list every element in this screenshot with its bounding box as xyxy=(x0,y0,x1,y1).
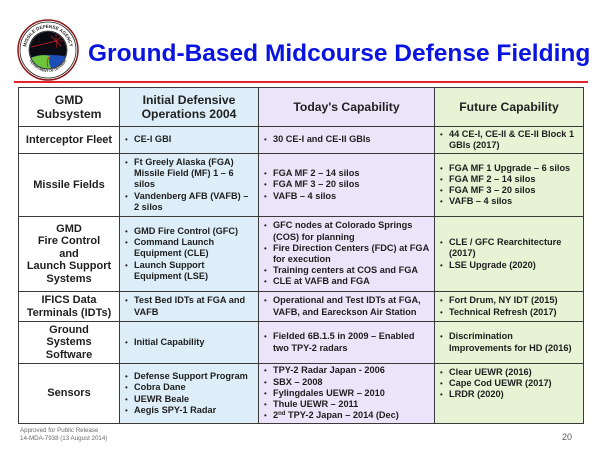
column-header-initial: Initial Defensive Operations 2004 xyxy=(119,87,259,127)
initial-cell: Test Bed IDTs at FGA and VAFB xyxy=(119,291,259,322)
missile-defense-agency-seal-icon: MISSILE DEFENSE AGENCY DEPARTMENT OF DEF… xyxy=(17,19,79,81)
future-cell: FGA MF 1 Upgrade – 6 silos FGA MF 2 – 14… xyxy=(434,153,584,217)
list-item: Discrimination Improvements for HD (2016… xyxy=(440,331,578,353)
list-item: Test Bed IDTs at FGA and VAFB xyxy=(125,295,253,317)
table-row: Interceptor Fleet CE-I GBI 30 CE-I and C… xyxy=(18,126,584,154)
list-item: Cape Cod UEWR (2017) xyxy=(440,378,578,389)
list-item: Fielded 6B.1.5 in 2009 – Enabled two TPY… xyxy=(264,331,429,353)
list-item: Fort Drum, NY IDT (2015) xyxy=(440,295,578,306)
future-cell: Fort Drum, NY IDT (2015) Technical Refre… xyxy=(434,291,584,322)
list-item: Aegis SPY-1 Radar xyxy=(125,405,253,416)
today-cell: Operational and Test IDTs at FGA, VAFB, … xyxy=(258,291,435,322)
gmd-fielding-table: GMD Subsystem Initial Defensive Operatio… xyxy=(18,87,584,424)
release-statement: Approved for Public Release 14-MDA-7938 … xyxy=(20,427,108,442)
future-cell: 44 CE-I, CE-II & CE-II Block 1 GBIs (201… xyxy=(434,126,584,154)
list-item: Ft Greely Alaska (FGA) Missile Field (MF… xyxy=(125,157,253,191)
list-item: CLE at VAFB and FGA xyxy=(264,276,429,287)
list-item: Fylingdales UEWR – 2010 xyxy=(264,388,429,399)
today-cell: TPY-2 Radar Japan - 2006 SBX – 2008 Fyli… xyxy=(258,363,435,424)
list-item: Vandenberg AFB (VAFB) – 2 silos xyxy=(125,191,253,213)
today-cell: FGA MF 2 – 14 silos FGA MF 3 – 20 silos … xyxy=(258,153,435,217)
subsystem-cell: Sensors xyxy=(18,363,120,424)
list-item: Technical Refresh (2017) xyxy=(440,307,578,318)
subsystem-cell: Ground Systems Software xyxy=(18,321,120,364)
subsystem-cell: GMD Fire Control and Launch Support Syst… xyxy=(18,216,120,292)
list-item: 2nd TPY-2 Japan – 2014 (Dec) xyxy=(264,410,429,421)
initial-cell: Ft Greely Alaska (FGA) Missile Field (MF… xyxy=(119,153,259,217)
future-cell: Clear UEWR (2016) Cape Cod UEWR (2017) L… xyxy=(434,363,584,424)
list-item: Command Launch Equipment (CLE) xyxy=(125,237,253,259)
initial-cell: CE-I GBI xyxy=(119,126,259,154)
list-item: FGA MF 3 – 20 silos xyxy=(440,185,578,196)
list-item: Defense Support Program xyxy=(125,371,253,382)
list-item: FGA MF 1 Upgrade – 6 silos xyxy=(440,163,578,174)
table-row: Missile Fields Ft Greely Alaska (FGA) Mi… xyxy=(18,153,584,217)
list-item: FGA MF 2 – 14 silos xyxy=(264,168,429,179)
list-item: VAFB – 4 silos xyxy=(264,191,429,202)
today-cell: Fielded 6B.1.5 in 2009 – Enabled two TPY… xyxy=(258,321,435,364)
list-item: LSE Upgrade (2020) xyxy=(440,260,578,271)
initial-cell: Initial Capability xyxy=(119,321,259,364)
list-item: CE-I GBI xyxy=(125,134,253,145)
list-item: Launch Support Equipment (LSE) xyxy=(125,260,253,282)
page-number: 20 xyxy=(562,432,573,442)
list-item: 30 CE-I and CE-II GBIs xyxy=(264,134,429,145)
list-item: UEWR Beale xyxy=(125,394,253,405)
list-item: Initial Capability xyxy=(125,337,253,348)
initial-cell: GMD Fire Control (GFC) Command Launch Eq… xyxy=(119,216,259,292)
table-header-row: GMD Subsystem Initial Defensive Operatio… xyxy=(18,87,584,127)
future-cell: Discrimination Improvements for HD (2016… xyxy=(434,321,584,364)
list-item: CLE / GFC Rearchitecture (2017) xyxy=(440,237,578,259)
list-item: 44 CE-I, CE-II & CE-II Block 1 GBIs (201… xyxy=(440,129,578,151)
today-cell: 30 CE-I and CE-II GBIs xyxy=(258,126,435,154)
list-item: FGA MF 2 – 14 silos xyxy=(440,174,578,185)
table-row: IFICS Data Terminals (IDTs) Test Bed IDT… xyxy=(18,291,584,322)
list-item: GMD Fire Control (GFC) xyxy=(125,226,253,237)
list-item: VAFB – 4 silos xyxy=(440,196,578,207)
list-item: Fire Direction Centers (FDC) at FGA for … xyxy=(264,243,429,265)
list-item: LRDR (2020) xyxy=(440,389,578,400)
future-cell: CLE / GFC Rearchitecture (2017) LSE Upgr… xyxy=(434,216,584,292)
page-title: Ground-Based Midcourse Defense Fielding xyxy=(88,40,591,67)
table-row: Ground Systems Software Initial Capabili… xyxy=(18,321,584,364)
today-cell: GFC nodes at Colorado Springs (COS) for … xyxy=(258,216,435,292)
column-header-future: Future Capability xyxy=(434,87,584,127)
subsystem-cell: Interceptor Fleet xyxy=(18,126,120,154)
list-item: SBX – 2008 xyxy=(264,377,429,388)
list-item: FGA MF 3 – 20 silos xyxy=(264,179,429,190)
list-item: Training centers at COS and FGA xyxy=(264,265,429,276)
list-item: Operational and Test IDTs at FGA, VAFB, … xyxy=(264,295,429,317)
list-item: GFC nodes at Colorado Springs (COS) for … xyxy=(264,220,429,242)
subsystem-cell: Missile Fields xyxy=(18,153,120,217)
column-header-today: Today's Capability xyxy=(258,87,435,127)
list-item: TPY-2 Radar Japan - 2006 xyxy=(264,365,429,376)
table-row: GMD Fire Control and Launch Support Syst… xyxy=(18,216,584,292)
list-item: Thule UEWR – 2011 xyxy=(264,399,429,410)
initial-cell: Defense Support Program Cobra Dane UEWR … xyxy=(119,363,259,424)
table-row: Sensors Defense Support Program Cobra Da… xyxy=(18,363,584,424)
title-divider xyxy=(14,81,588,83)
subsystem-cell: IFICS Data Terminals (IDTs) xyxy=(18,291,120,322)
list-item: Cobra Dane xyxy=(125,382,253,393)
column-header-subsystem: GMD Subsystem xyxy=(18,87,120,127)
list-item: Clear UEWR (2016) xyxy=(440,367,578,378)
